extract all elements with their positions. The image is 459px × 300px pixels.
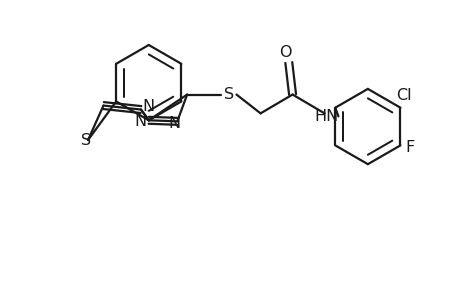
Text: N: N: [134, 114, 146, 129]
Text: N: N: [168, 116, 180, 131]
Text: HN: HN: [314, 109, 338, 124]
Text: N: N: [142, 99, 155, 114]
Text: Cl: Cl: [396, 88, 411, 103]
Text: S: S: [81, 134, 91, 148]
Text: S: S: [223, 87, 233, 102]
Text: O: O: [279, 45, 291, 60]
Text: F: F: [405, 140, 414, 155]
